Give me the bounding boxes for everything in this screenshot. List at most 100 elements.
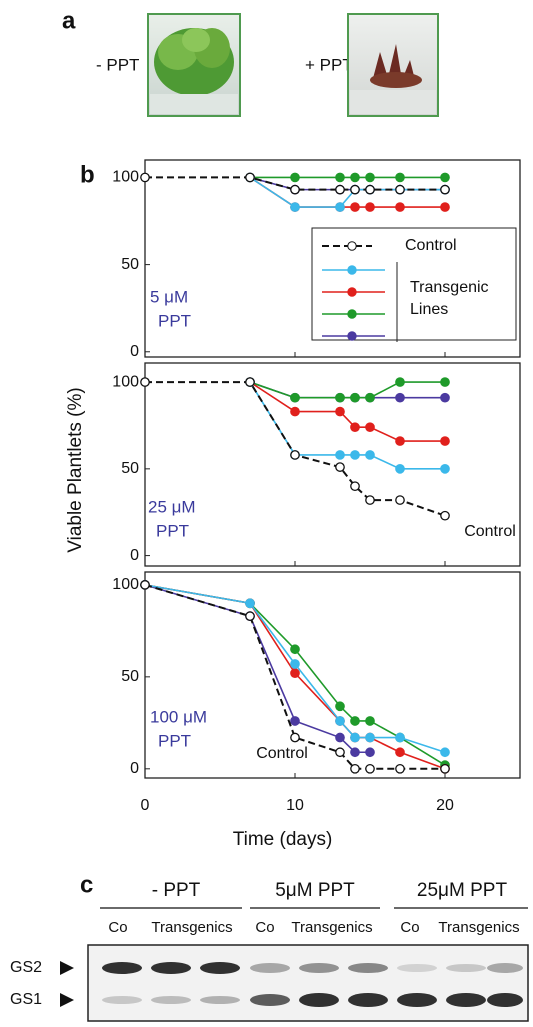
photo-minus-ppt <box>147 13 241 117</box>
series-line <box>249 381 445 442</box>
panel-annotation: PPT <box>158 731 191 750</box>
y-tick-label: 100 <box>112 576 139 593</box>
series-line <box>144 584 446 766</box>
data-point <box>350 732 360 743</box>
photo-plus-ppt <box>347 13 439 117</box>
data-point <box>395 732 405 743</box>
data-point <box>290 450 300 460</box>
data-point <box>245 172 255 183</box>
data-point <box>395 747 405 758</box>
data-point <box>365 716 375 726</box>
data-point <box>140 172 150 183</box>
data-point <box>290 406 300 417</box>
series <box>140 580 450 774</box>
panel-annotation: PPT <box>158 311 191 330</box>
x-tick-label: 20 <box>436 797 454 814</box>
series-line <box>144 584 446 754</box>
x-tick-label: 10 <box>286 797 304 814</box>
panel-annotation: 100 μM <box>150 707 207 726</box>
data-point <box>440 747 450 758</box>
series <box>245 377 450 446</box>
photo-label: + PPT <box>305 55 353 74</box>
plot-frame <box>144 159 521 358</box>
band-label: GS2 <box>10 959 42 976</box>
data-point <box>440 392 450 403</box>
blot-image <box>87 944 529 1022</box>
data-point <box>350 184 360 195</box>
blot-group: 25μM PPT <box>417 880 508 901</box>
data-point <box>140 377 150 387</box>
x-tick-label: 0 <box>141 797 150 814</box>
plot-frame <box>144 362 521 567</box>
data-point <box>395 763 405 774</box>
legend-marker <box>347 265 357 275</box>
data-point <box>440 763 450 774</box>
legend-label: Lines <box>410 301 448 318</box>
blot-group: 5μM PPT <box>275 880 355 901</box>
data-point <box>395 172 405 183</box>
y-tick-label: 0 <box>130 547 139 564</box>
panel-label: b <box>80 161 95 188</box>
panel-annotation: 25 μM <box>148 497 196 516</box>
data-point <box>395 392 405 403</box>
data-point <box>365 202 375 212</box>
data-point <box>440 377 450 387</box>
data-point <box>395 184 405 195</box>
data-point <box>335 462 345 472</box>
data-point <box>395 377 405 387</box>
legend-marker <box>347 309 357 319</box>
data-point <box>350 481 360 492</box>
data-point <box>350 392 360 403</box>
band-arrow <box>60 961 74 975</box>
panel-annotation: PPT <box>156 521 189 540</box>
band-label: GS1 <box>10 991 42 1008</box>
data-point <box>245 598 255 609</box>
data-point <box>290 732 300 743</box>
series-line <box>249 176 445 208</box>
blot-group: - PPT <box>152 880 201 901</box>
panel-label: a <box>62 7 76 34</box>
legend: Control Transgenic Lines <box>311 227 517 342</box>
data-point <box>350 747 360 758</box>
data-point <box>440 172 450 183</box>
legend-marker <box>347 331 357 341</box>
data-point <box>290 668 300 679</box>
series <box>245 172 450 195</box>
data-point <box>350 422 360 433</box>
data-point <box>440 436 450 446</box>
data-point <box>245 611 255 621</box>
series-line <box>249 176 445 191</box>
data-point <box>290 659 300 669</box>
lane-label: Co <box>400 919 419 936</box>
data-point <box>350 716 360 726</box>
data-point <box>350 172 360 183</box>
data-point <box>335 450 345 460</box>
y-tick-label: 0 <box>130 343 139 360</box>
data-point <box>290 644 300 655</box>
data-point <box>335 392 345 403</box>
x-axis-label: Time (days) <box>233 829 333 850</box>
legend-marker <box>347 241 357 251</box>
data-point <box>290 392 300 403</box>
data-point <box>365 392 375 403</box>
data-point <box>350 450 360 460</box>
series <box>140 172 450 195</box>
data-point <box>335 406 345 417</box>
series <box>245 172 450 212</box>
panel-annotation: 5 μM <box>150 287 188 306</box>
lane-label: Co <box>255 919 274 936</box>
y-tick-label: 50 <box>121 668 139 685</box>
data-point <box>350 763 360 774</box>
data-point <box>365 747 375 758</box>
series-line <box>144 583 445 770</box>
data-point <box>245 377 255 387</box>
series-line <box>249 381 445 399</box>
y-tick-label: 50 <box>121 460 139 477</box>
panel-label: c <box>80 871 93 898</box>
lane-label: Co <box>108 919 127 936</box>
legend-label: Control <box>405 237 457 254</box>
data-point <box>335 732 345 743</box>
data-point <box>335 747 345 758</box>
data-point <box>395 202 405 212</box>
